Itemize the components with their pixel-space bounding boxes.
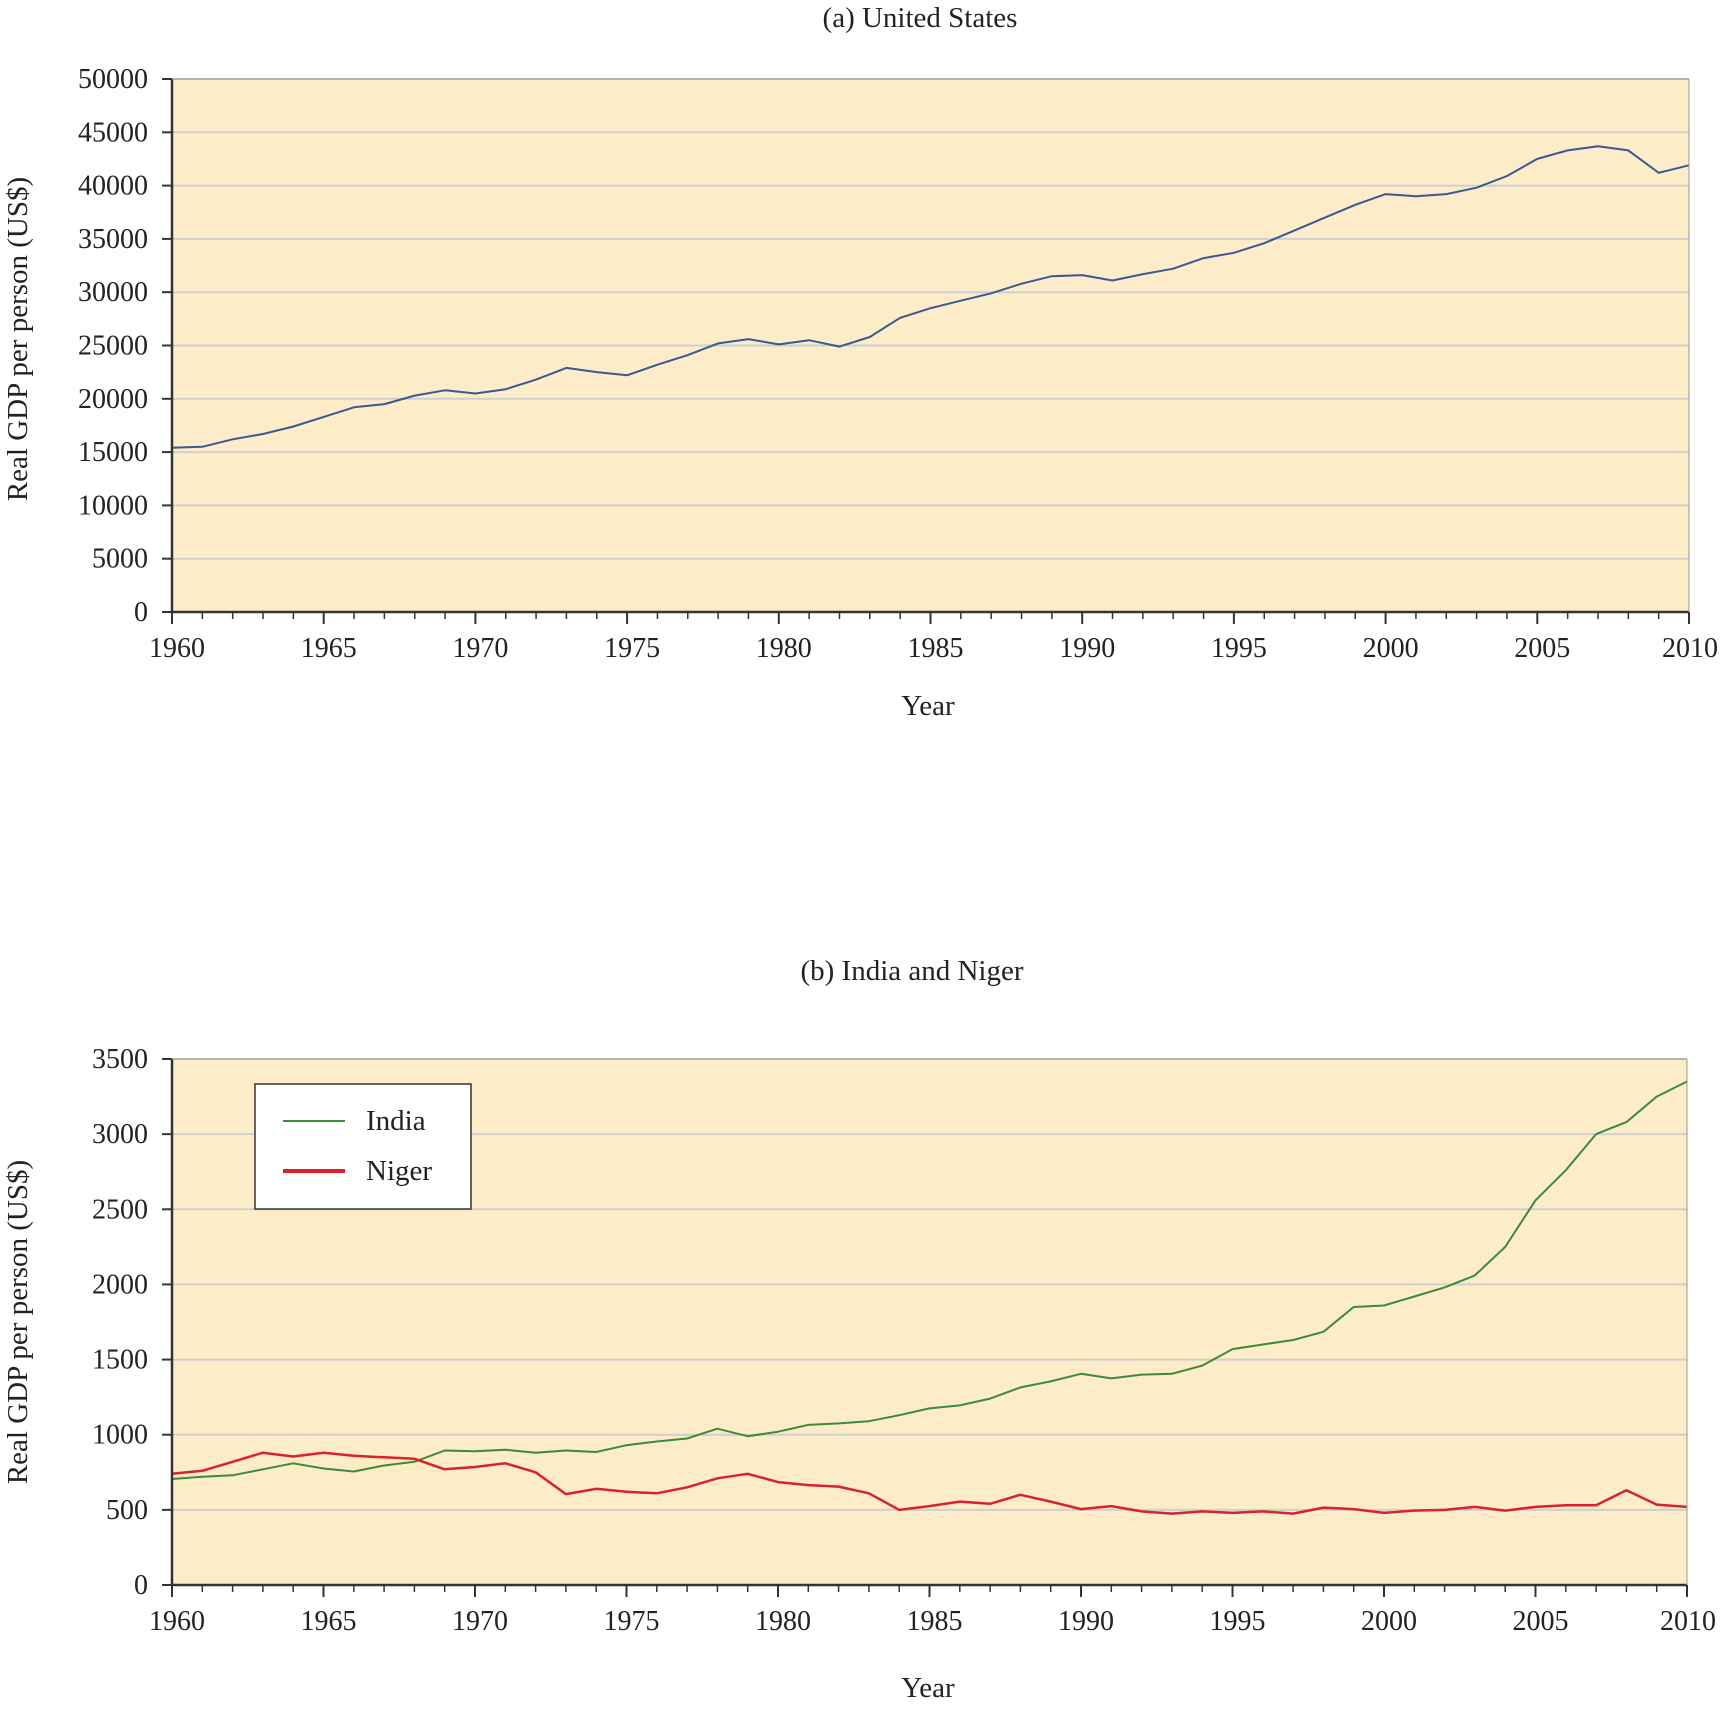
y-tick-label: 2500 [92,1194,148,1225]
y-tick-label: 10000 [78,490,148,521]
chart-india-niger: (b) India and Niger 0 500 1000 1500 2000 2500… [2,955,1716,1704]
y-tick-label: 15000 [78,437,148,468]
y-tick-label: 1000 [92,1420,148,1451]
y-tick-label: 500 [106,1495,148,1526]
x-tick-label: 1960 [149,1606,205,1637]
x-axis-label: Year [901,1672,955,1704]
series-lines [171,145,1690,449]
x-tick-label: 1970 [452,1606,508,1637]
chart-title: (b) India and Niger [800,955,1023,987]
y-tick-label: 50000 [78,64,148,95]
x-tick-label: 1990 [1059,633,1115,664]
y-tick-labels: 0 500 1000 1500 2000 2500 3000 3500 [92,1044,172,1601]
y-tick-label: 30000 [78,277,148,308]
x-tick-label: 1980 [755,1606,811,1637]
x-tick-label: 1970 [452,633,508,664]
x-tick-label: 1980 [756,633,812,664]
x-tick-label: 2000 [1361,1606,1417,1637]
x-tick-labels: 1960 1965 1970 1975 1980 1985 1990 1995 2000 2005… [149,612,1718,664]
y-tick-label: 3500 [92,1044,148,1075]
y-tick-label: 20000 [78,384,148,415]
legend-label-niger: Niger [366,1155,432,1187]
x-axis-label: Year [901,690,955,722]
x-tick-labels: 1960 1965 1970 1975 1980 1985 1990 1995 2000 2005… [149,1585,1716,1637]
legend-label-india: India [366,1105,426,1137]
y-axis-label: Real GDP per person (US$) [2,177,34,501]
x-tick-label: 1985 [907,1606,963,1637]
y-tick-label: 1500 [92,1345,148,1376]
x-tick-label: 1990 [1058,1606,1114,1637]
x-tick-label: 2010 [1662,633,1718,664]
y-tick-label: 45000 [78,117,148,148]
x-tick-label: 1995 [1210,1606,1266,1637]
y-tick-label: 5000 [92,544,148,575]
legend-box [254,1083,472,1210]
chart-united-states: (a) United States 0 5000 10000 15000 20000 25… [2,2,1718,722]
y-tick-label: 40000 [78,171,148,202]
y-tick-label: 2000 [92,1269,148,1300]
y-tick-label: 0 [134,1570,148,1601]
x-tick-label: 2005 [1513,1606,1569,1637]
y-tick-label: 35000 [78,224,148,255]
x-tick-label: 1985 [908,633,964,664]
x-tick-label: 1995 [1211,633,1267,664]
y-tick-label: 25000 [78,331,148,362]
y-axis-label: Real GDP per person (US$) [2,1160,34,1484]
y-tick-labels: 0 5000 10000 15000 20000 25000 30000 35000 40000… [78,64,172,628]
x-tick-label: 1975 [604,1606,660,1637]
series-line-niger [171,1451,1688,1515]
x-tick-label: 1975 [604,633,660,664]
x-tick-label: 1960 [149,633,205,664]
x-tick-label: 2010 [1660,1606,1716,1637]
legend: India Niger [254,1083,472,1210]
x-tick-label: 2000 [1363,633,1419,664]
y-tick-label: 3000 [92,1119,148,1150]
x-tick-label: 2005 [1514,633,1570,664]
series-lines [171,1080,1688,1515]
series-line-india [171,1080,1688,1480]
y-tick-label: 0 [134,597,148,628]
series-line-us [171,145,1690,449]
chart-title: (a) United States [823,2,1018,34]
x-tick-label: 1965 [301,1606,357,1637]
x-tick-label: 1965 [301,633,357,664]
